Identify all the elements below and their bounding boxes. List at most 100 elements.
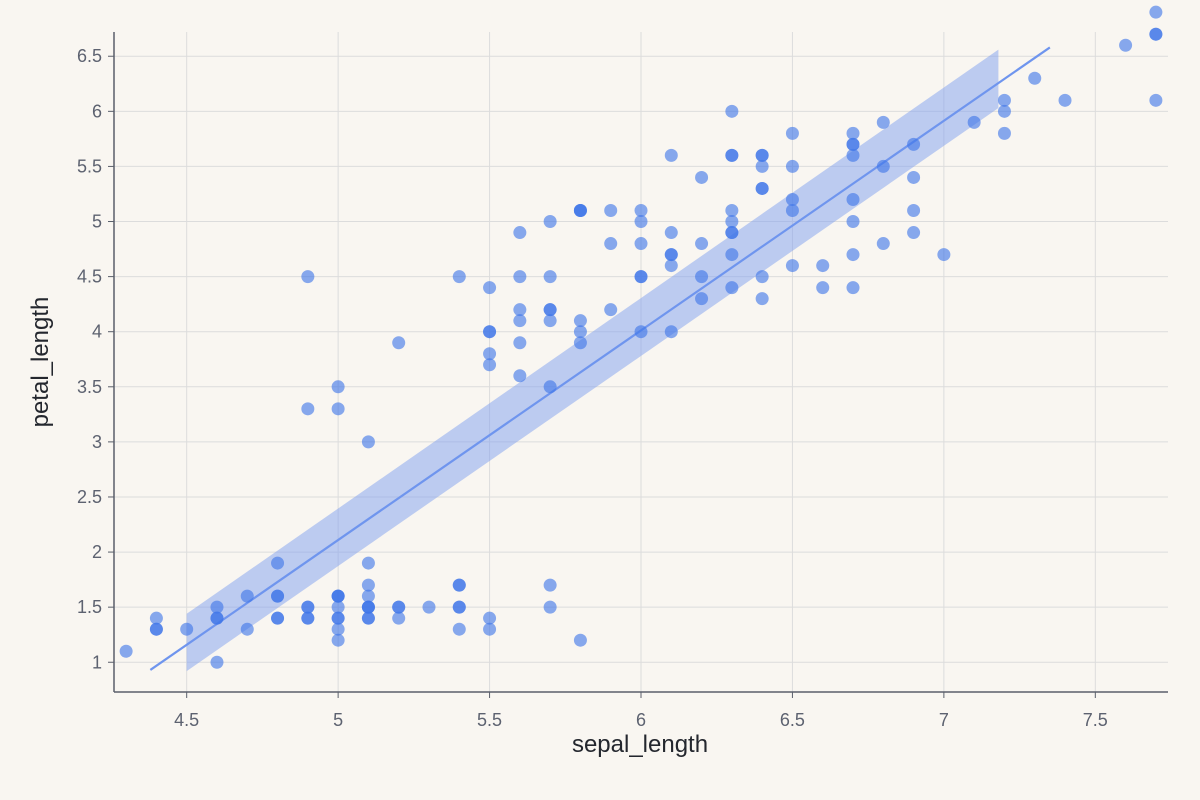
data-point	[210, 611, 224, 625]
data-point	[361, 578, 375, 592]
data-point	[301, 600, 315, 614]
data-point	[785, 126, 799, 140]
data-point	[483, 281, 497, 295]
data-point	[483, 622, 497, 636]
data-point	[846, 137, 860, 151]
data-point	[907, 137, 921, 151]
data-point	[997, 104, 1011, 118]
y-tick-label: 5.5	[77, 156, 102, 176]
data-point	[361, 435, 375, 449]
data-point	[149, 622, 163, 636]
data-point	[997, 93, 1011, 107]
data-point	[1149, 93, 1163, 107]
data-point	[785, 259, 799, 273]
x-tick-label: 7.5	[1083, 710, 1108, 730]
regression-line	[149, 46, 1051, 671]
data-point	[937, 248, 951, 262]
data-point	[664, 325, 678, 339]
data-point	[634, 325, 648, 339]
y-tick-label: 6.5	[77, 46, 102, 66]
data-point	[331, 589, 345, 603]
data-point	[543, 303, 557, 317]
data-point	[573, 633, 587, 647]
x-tick-label: 7	[939, 710, 949, 730]
data-point	[573, 325, 587, 339]
y-tick-label: 6	[92, 101, 102, 121]
regression-line-layer	[149, 46, 1051, 671]
data-point	[1149, 27, 1163, 41]
y-tick-label: 1.5	[77, 597, 102, 617]
data-point	[483, 325, 497, 339]
data-point	[755, 292, 769, 306]
data-point	[846, 215, 860, 229]
data-point	[907, 170, 921, 184]
y-tick-label: 1	[92, 652, 102, 672]
data-point	[513, 226, 527, 240]
data-point	[725, 104, 739, 118]
data-point	[180, 622, 194, 636]
data-point	[301, 402, 315, 416]
data-point	[1119, 38, 1133, 52]
data-point	[573, 203, 587, 217]
data-point	[513, 303, 527, 317]
data-point	[725, 203, 739, 217]
data-point	[846, 248, 860, 262]
data-point	[725, 148, 739, 162]
data-point	[816, 259, 830, 273]
data-point	[725, 215, 739, 229]
data-point	[331, 611, 345, 625]
data-point	[967, 115, 981, 129]
data-point	[422, 600, 436, 614]
data-point	[452, 622, 466, 636]
data-point	[785, 203, 799, 217]
data-point	[876, 237, 890, 251]
data-point	[543, 270, 557, 284]
data-point	[543, 600, 557, 614]
data-point	[573, 314, 587, 328]
data-point	[543, 380, 557, 394]
x-tick-label: 5	[333, 710, 343, 730]
data-point	[816, 281, 830, 295]
data-point	[876, 159, 890, 173]
data-point	[755, 270, 769, 284]
data-point	[755, 148, 769, 162]
data-point	[149, 611, 163, 625]
data-point	[664, 259, 678, 273]
data-point	[361, 556, 375, 570]
x-tick-label: 4.5	[174, 710, 199, 730]
data-point	[907, 226, 921, 240]
data-point	[1149, 5, 1163, 19]
y-tick-label: 4	[92, 322, 102, 342]
data-point	[725, 248, 739, 262]
data-point	[695, 292, 709, 306]
data-point	[331, 402, 345, 416]
data-point	[240, 622, 254, 636]
data-point	[634, 203, 648, 217]
data-point	[876, 115, 890, 129]
data-point	[725, 226, 739, 240]
data-point	[483, 611, 497, 625]
data-point	[271, 611, 285, 625]
data-point	[695, 237, 709, 251]
confidence-band-layer	[186, 49, 999, 672]
data-point	[785, 159, 799, 173]
data-point	[846, 192, 860, 206]
data-point	[1058, 93, 1072, 107]
data-point	[513, 336, 527, 350]
data-point	[634, 237, 648, 251]
data-point	[119, 644, 133, 658]
data-point	[452, 270, 466, 284]
data-point	[543, 578, 557, 592]
data-point	[664, 248, 678, 262]
confidence-band	[186, 49, 999, 672]
data-point	[331, 600, 345, 614]
data-point	[361, 600, 375, 614]
data-point	[1028, 71, 1042, 85]
data-point	[755, 159, 769, 173]
y-axis-title: petal_length	[27, 297, 54, 428]
data-point	[361, 611, 375, 625]
data-point	[543, 314, 557, 328]
y-tick-label: 4.5	[77, 267, 102, 287]
data-point	[392, 611, 406, 625]
